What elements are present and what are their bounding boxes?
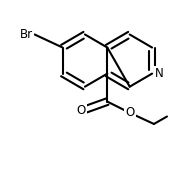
Text: O: O: [77, 104, 86, 118]
Text: N: N: [155, 67, 164, 80]
Text: Br: Br: [20, 28, 33, 41]
Text: O: O: [125, 106, 134, 119]
